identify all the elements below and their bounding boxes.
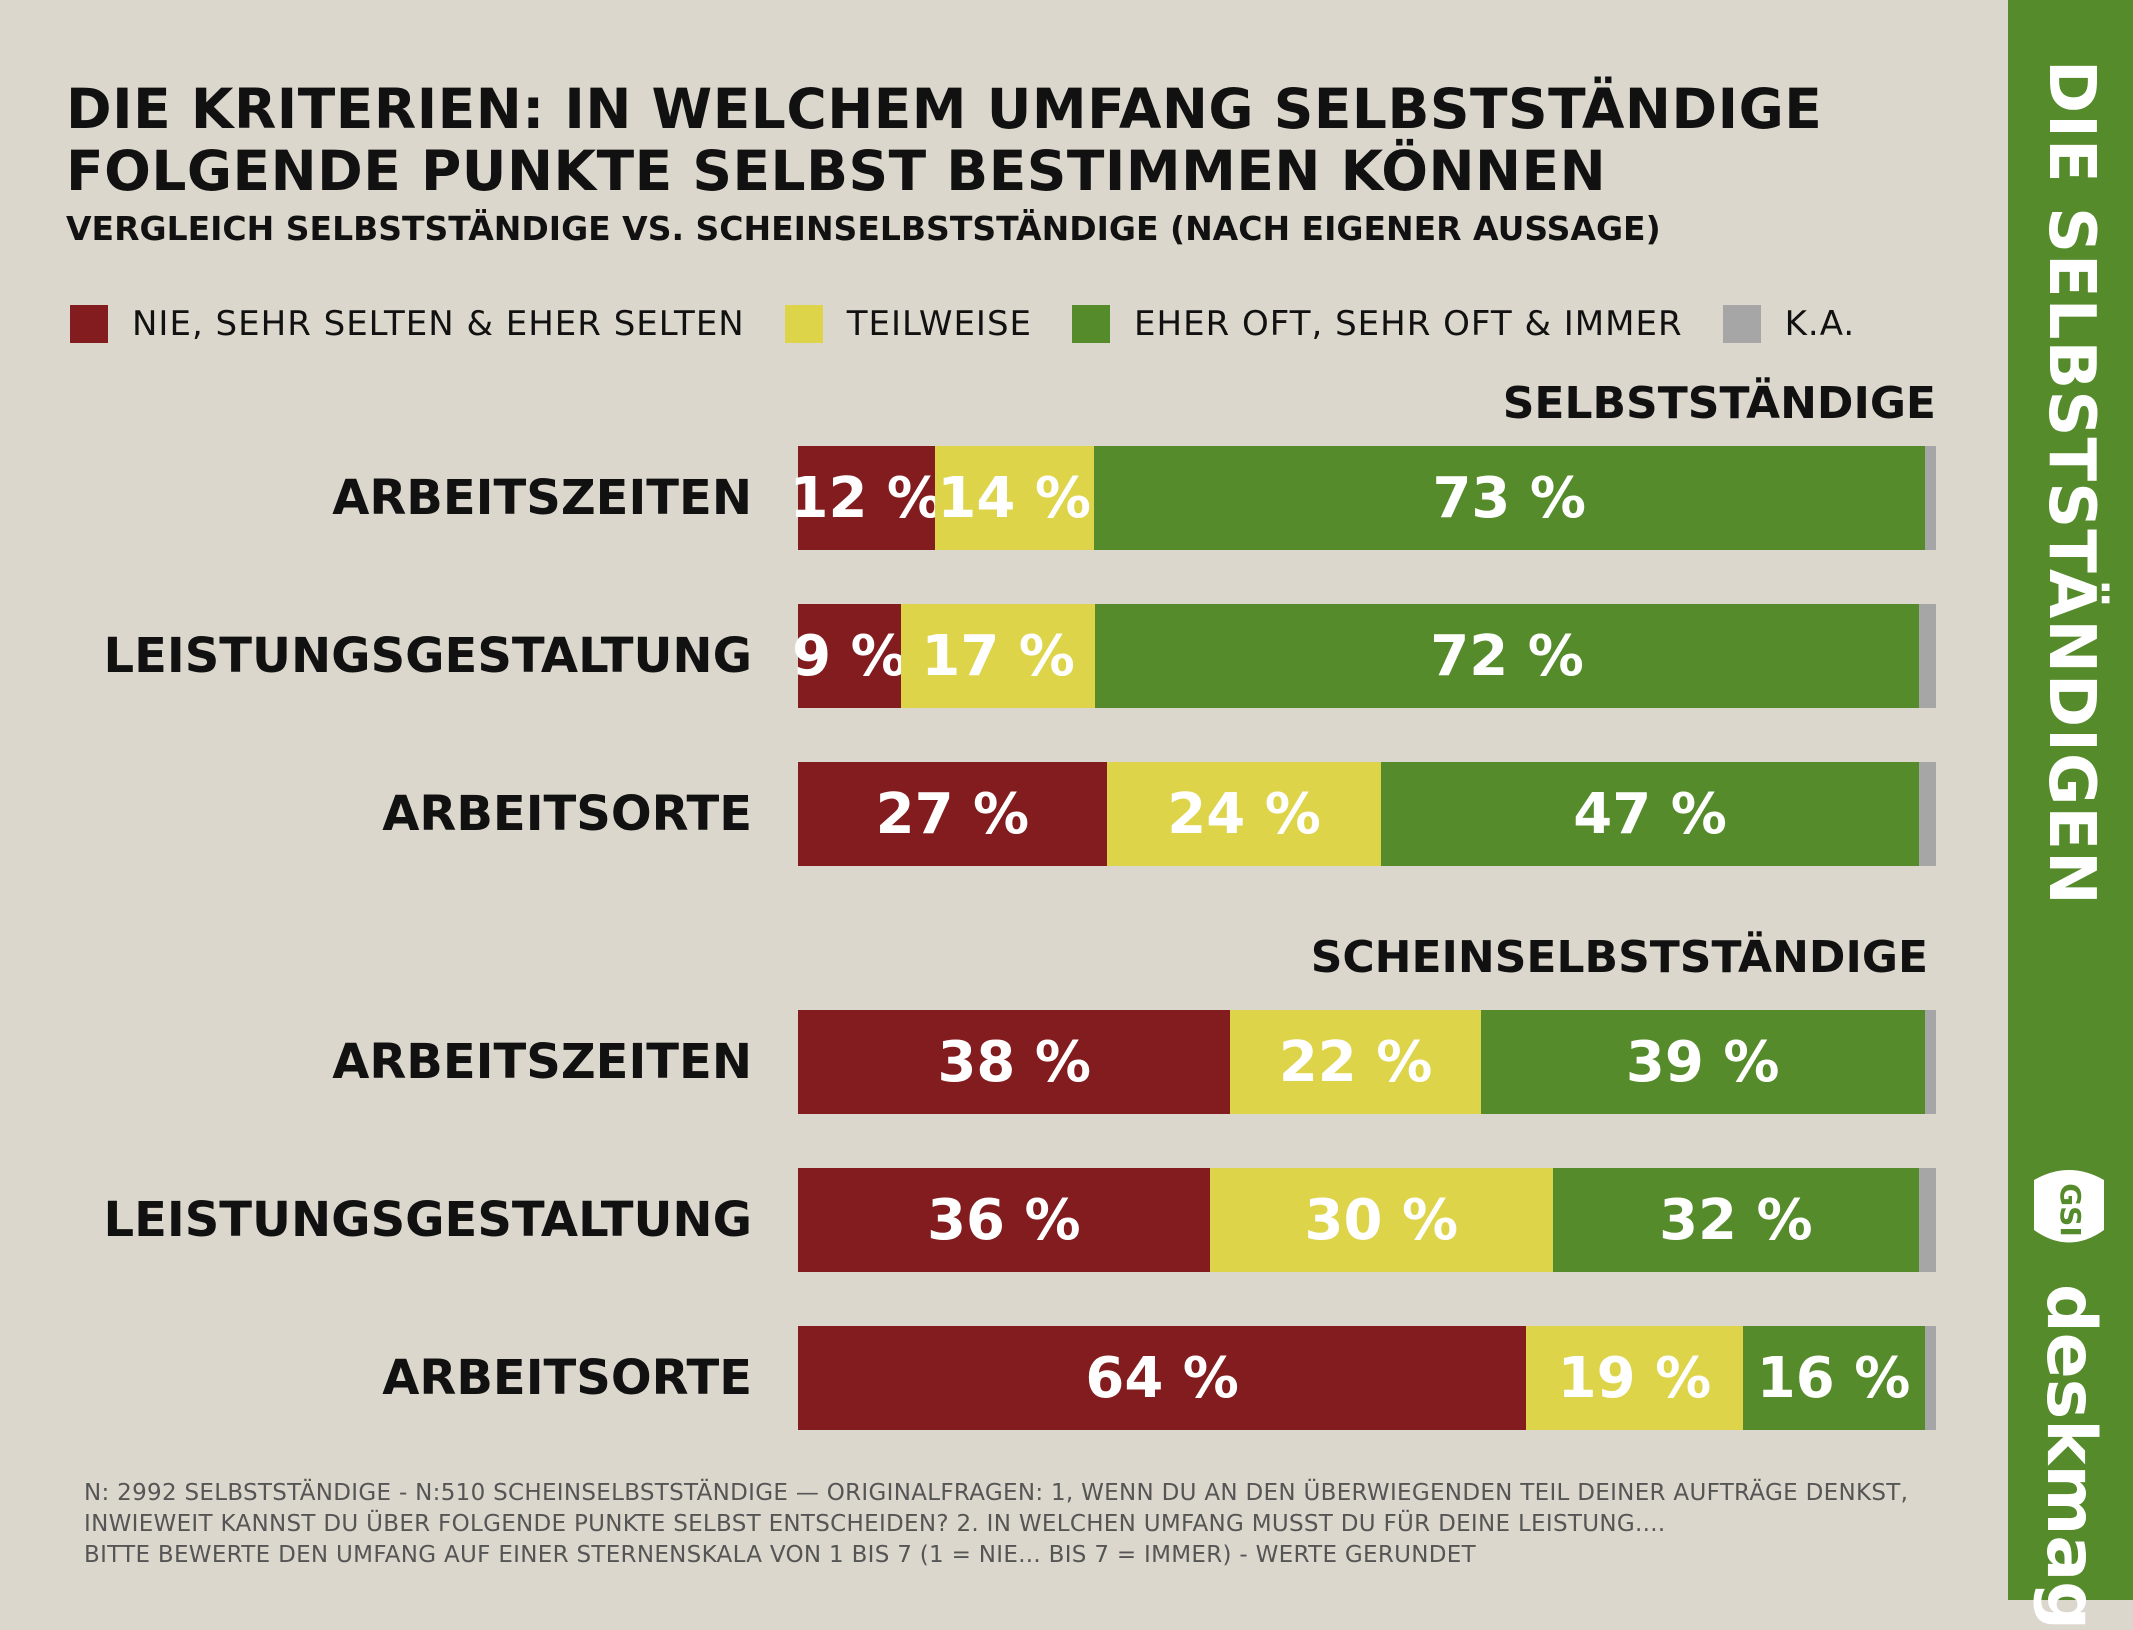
data-label: 39 % <box>1625 1029 1780 1095</box>
data-label: 14 % <box>937 465 1091 531</box>
seg-teilweise: 22 % <box>1230 1010 1481 1114</box>
seg-ka <box>1918 1168 1936 1272</box>
seg-oft: 39 % <box>1480 1010 1925 1114</box>
seg-ka <box>1924 1010 1936 1114</box>
data-label: 38 % <box>937 1029 1091 1095</box>
seg-ka <box>1918 604 1936 708</box>
legend-swatch-green <box>1072 305 1111 343</box>
sidebar <box>2008 0 2133 1600</box>
data-label: 16 % <box>1756 1345 1911 1411</box>
title-line-1: DIE KRITERIEN: IN WELCHEM UMFANG SELBSTS… <box>66 77 1823 141</box>
brand-logo: deskmag <box>2031 1284 2110 1630</box>
sidebar-title: DIE SELBSTSTÄNDIGEN <box>2034 60 2108 906</box>
seg-teilweise: 24 % <box>1106 762 1382 866</box>
gsi-logo-icon: GSI <box>2034 1170 2104 1243</box>
logo-text: GSI <box>2054 1183 2087 1237</box>
row-label: ARBEITSZEITEN <box>332 470 752 526</box>
data-label: 64 % <box>1085 1345 1239 1411</box>
data-label: 47 % <box>1573 781 1727 847</box>
legend-item-teilweise: TEILWEISE <box>784 304 1033 344</box>
legend-item-oft: EHER OFT, SEHR OFT & IMMER <box>1072 304 1683 344</box>
seg-nie: 12 % <box>790 446 943 550</box>
legend-label: TEILWEISE <box>846 304 1033 344</box>
legend-item-ka: K.A. <box>1722 304 1856 344</box>
legend: NIE, SEHR SELTEN & EHER SELTEN TEILWEISE… <box>70 302 1895 346</box>
seg-nie: 64 % <box>798 1326 1527 1430</box>
legend-item-nie: NIE, SEHR SELTEN & EHER SELTEN <box>70 304 745 344</box>
seg-nie: 36 % <box>798 1168 1210 1272</box>
legend-swatch-grey <box>1722 305 1761 343</box>
stacked-bar: 38 % 22 % 39 % <box>798 1010 1936 1114</box>
data-label: 22 % <box>1278 1029 1433 1095</box>
seg-teilweise: 14 % <box>934 446 1094 550</box>
row-label: LEISTUNGSGESTALTUNG <box>103 628 752 684</box>
data-label: 12 % <box>789 465 944 531</box>
stacked-bar: 36 % 30 % 32 % <box>798 1168 1936 1272</box>
seg-ka <box>1918 762 1936 866</box>
legend-swatch-red <box>70 305 108 343</box>
data-label: 36 % <box>927 1187 1081 1253</box>
data-label: 17 % <box>921 623 1075 689</box>
row-label: ARBEITSZEITEN <box>332 1034 752 1090</box>
row-label: ARBEITSORTE <box>382 1350 752 1406</box>
legend-swatch-yellow <box>784 305 823 343</box>
data-label: 72 % <box>1430 623 1584 689</box>
legend-label: NIE, SEHR SELTEN & EHER SELTEN <box>132 304 745 344</box>
footnote-line: INWIEWEIT KANNST DU ÜBER FOLGENDE PUNKTE… <box>84 1511 1666 1537</box>
seg-oft: 16 % <box>1742 1326 1925 1430</box>
chart-title: DIE KRITERIEN: IN WELCHEM UMFANG SELBSTS… <box>66 78 1966 202</box>
seg-teilweise: 17 % <box>900 604 1096 708</box>
footnote-line: N: 2992 SELBSTSTÄNDIGE - N:510 SCHEINSEL… <box>84 1480 1909 1506</box>
seg-ka <box>1924 446 1936 550</box>
seg-oft: 72 % <box>1095 604 1919 708</box>
data-label: 73 % <box>1432 465 1586 531</box>
seg-ka <box>1924 1326 1936 1430</box>
seg-teilweise: 19 % <box>1526 1326 1743 1430</box>
seg-oft: 47 % <box>1381 762 1919 866</box>
data-label: 30 % <box>1304 1187 1459 1253</box>
seg-oft: 32 % <box>1552 1168 1919 1272</box>
data-label: 27 % <box>875 781 1030 847</box>
footnote: N: 2992 SELBSTSTÄNDIGE - N:510 SCHEINSEL… <box>84 1478 2014 1571</box>
stacked-bar: 64 % 19 % 16 % <box>798 1326 1936 1430</box>
title-line-2: FOLGENDE PUNKTE SELBST BESTIMMEN KÖNNEN <box>66 139 1607 203</box>
stacked-bar: 12 % 14 % 73 % <box>790 446 1936 550</box>
stacked-bar: 9 % 17 % 72 % <box>792 604 1936 708</box>
stacked-bar: 27 % 24 % 47 % <box>798 762 1936 866</box>
seg-nie: 9 % <box>792 604 907 708</box>
chart-subtitle: VERGLEICH SELBSTSTÄNDIGE VS. SCHEINSELBS… <box>66 209 1661 248</box>
seg-nie: 38 % <box>798 1010 1231 1114</box>
data-label: 9 % <box>792 623 907 689</box>
group-title-selbststaendige: SELBSTSTÄNDIGE <box>1502 378 1936 429</box>
seg-teilweise: 30 % <box>1209 1168 1553 1272</box>
group-title-scheinselbststaendige: SCHEINSELBSTSTÄNDIGE <box>1310 932 1928 983</box>
legend-label: K.A. <box>1784 304 1856 344</box>
data-label: 19 % <box>1557 1345 1712 1411</box>
legend-label: EHER OFT, SEHR OFT & IMMER <box>1134 304 1683 344</box>
row-label: LEISTUNGSGESTALTUNG <box>103 1192 752 1248</box>
seg-nie: 27 % <box>798 762 1107 866</box>
footnote-line: BITTE BEWERTE DEN UMFANG AUF EINER STERN… <box>84 1542 1476 1568</box>
seg-oft: 73 % <box>1093 446 1925 550</box>
data-label: 32 % <box>1659 1187 1813 1253</box>
row-label: ARBEITSORTE <box>382 786 752 842</box>
data-label: 24 % <box>1167 781 1321 847</box>
